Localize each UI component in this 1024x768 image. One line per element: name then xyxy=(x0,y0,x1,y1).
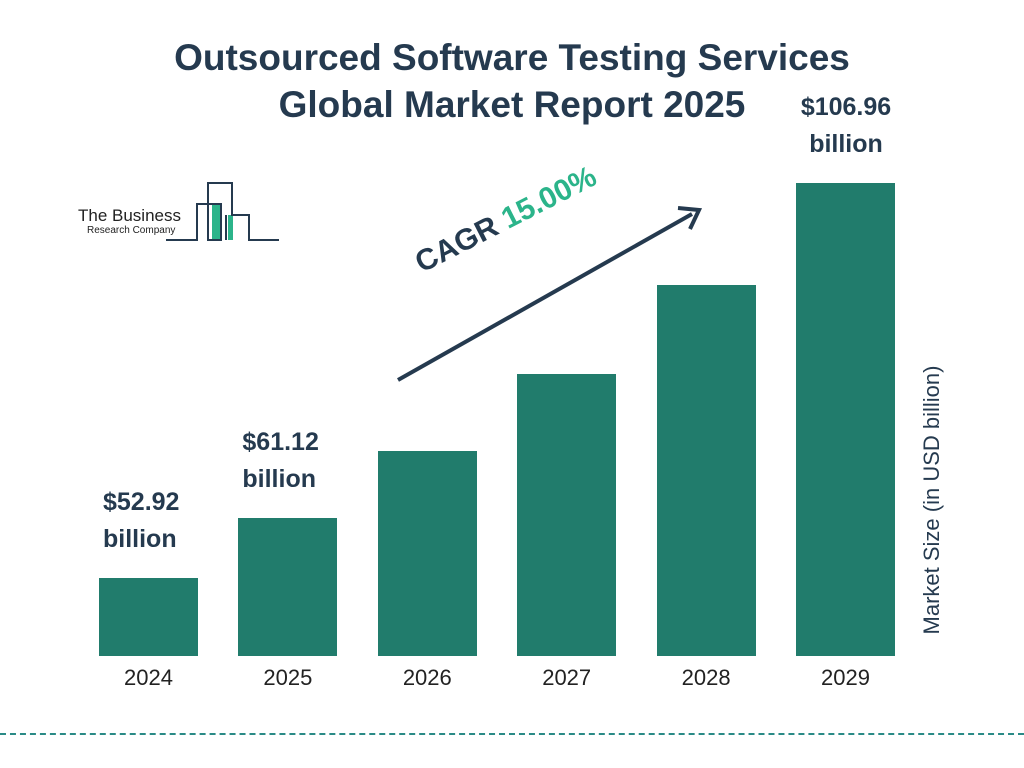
divider-line xyxy=(0,733,1024,735)
x-tick-label: 2025 xyxy=(263,665,313,690)
logo-text-line1: The Business xyxy=(78,206,181,225)
data-label-unit: billion xyxy=(809,130,883,158)
data-label-amount: $52.92 xyxy=(103,488,180,516)
data-label-amount: $61.12 xyxy=(242,428,319,457)
bar-2029 xyxy=(796,183,895,656)
x-tick-label: 2026 xyxy=(402,665,452,690)
bar-2024 xyxy=(99,578,198,656)
data-label-unit: billion xyxy=(103,525,177,553)
bar-2025 xyxy=(238,518,338,656)
bar-2026 xyxy=(377,451,477,656)
data-label-unit: billion xyxy=(242,465,316,494)
data-label-amount: $106.96 xyxy=(800,93,892,121)
title-line-2: Global Market Report 2025 xyxy=(278,84,746,125)
bar-2028 xyxy=(656,285,756,656)
data-label-2025: $61.12 billion xyxy=(242,424,318,498)
bar-2027 xyxy=(517,373,617,656)
logo-text-line2: Research Company xyxy=(87,225,176,236)
x-tick-label: 2027 xyxy=(542,665,592,690)
data-label-2024: $52.92 billion xyxy=(103,484,179,558)
x-tick-label: 2028 xyxy=(681,665,731,690)
y-axis-label: Market Size (in USD billion) xyxy=(919,365,944,635)
x-tick-label: 2029 xyxy=(821,665,870,690)
chart-title: Outsourced Software Testing Services Glo… xyxy=(0,34,1024,128)
logo-buildings-icon xyxy=(166,182,279,241)
company-logo: The Business Research Company xyxy=(78,180,283,245)
title-line-1: Outsourced Software Testing Services xyxy=(174,37,850,78)
x-tick-label: 2024 xyxy=(124,665,173,690)
data-label-2029: $106.96 billion xyxy=(776,89,916,163)
